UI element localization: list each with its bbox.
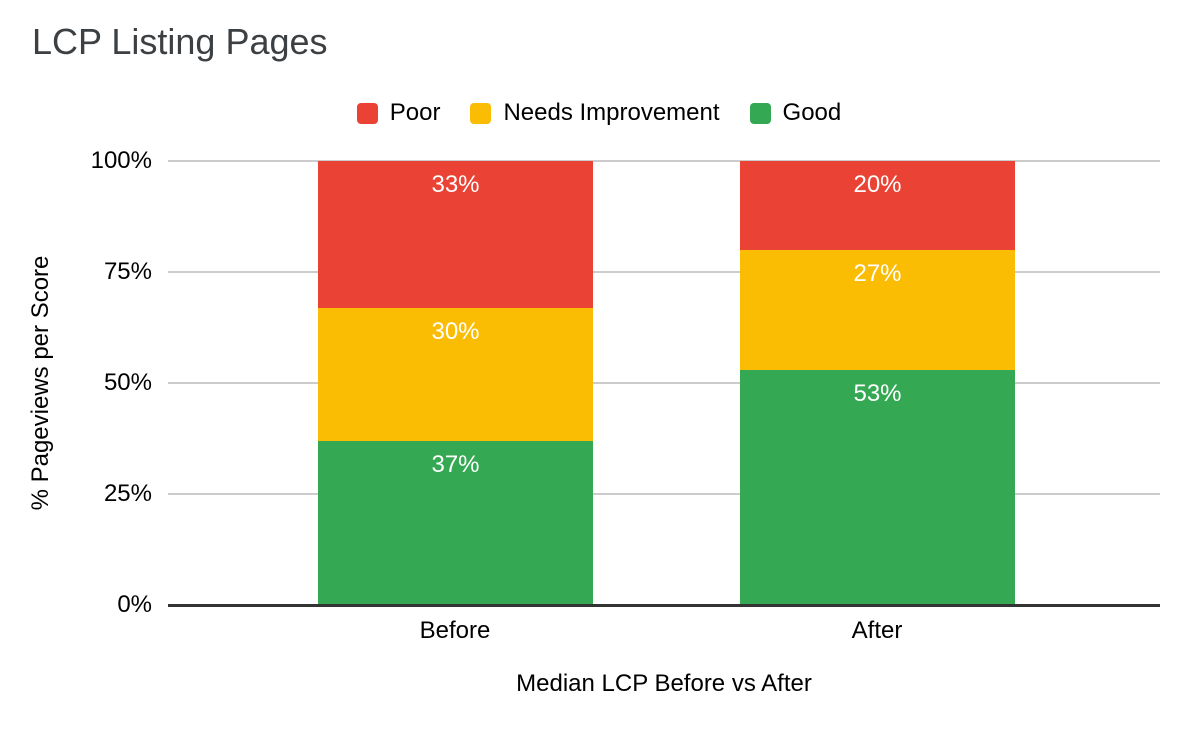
bar-segment-poor[interactable]: 20% (740, 161, 1015, 250)
y-axis-tick-label: 75% (103, 258, 152, 285)
x-axis-category-label: Before (419, 617, 491, 644)
legend: Poor Needs Improvement Good (0, 99, 1198, 127)
chart-title: LCP Listing Pages (32, 21, 328, 62)
bar-segment-good[interactable]: 53% (740, 369, 1015, 605)
y-axis-tick-label: 25% (103, 480, 152, 507)
data-label: 27% (853, 259, 902, 287)
legend-item-good[interactable]: Good (749, 99, 842, 127)
legend-label: Poor (389, 99, 441, 126)
legend-label: Good (782, 99, 842, 126)
legend-label: Needs Improvement (503, 99, 720, 126)
y-axis-tick-label: 100% (90, 147, 152, 174)
bar-segment-poor[interactable]: 33% (318, 161, 593, 308)
data-label: 37% (431, 450, 480, 478)
legend-swatch-icon (470, 102, 492, 124)
y-axis-tick-label: 50% (103, 369, 152, 396)
legend-item-needs-improvement[interactable]: Needs Improvement (470, 99, 720, 127)
y-axis-ticks: 100% 75% 50% 25% 0% (0, 147, 160, 618)
data-label: 30% (431, 317, 480, 345)
x-axis-category-label: After (851, 617, 903, 644)
data-label: 20% (853, 171, 902, 198)
x-axis-baseline (168, 604, 1160, 607)
gridline (168, 382, 1160, 384)
x-axis-title: Median LCP Before vs After (516, 670, 812, 697)
bar-segment-needs-improvement[interactable]: 30% (318, 307, 593, 441)
gridline (168, 493, 1160, 495)
gridline (168, 271, 1160, 273)
bar-before[interactable]: 33% 30% 37% (318, 161, 593, 605)
bar-segment-good[interactable]: 37% (318, 440, 593, 605)
plot-area: 33% 30% 37% 20% 27% 53% (168, 160, 1160, 607)
legend-swatch-icon (749, 102, 771, 124)
gridline (168, 160, 1160, 162)
y-axis-tick-label: 0% (117, 591, 152, 618)
legend-item-poor[interactable]: Poor (356, 99, 441, 127)
data-label: 33% (431, 171, 480, 198)
legend-swatch-icon (356, 102, 378, 124)
bar-segment-needs-improvement[interactable]: 27% (740, 249, 1015, 370)
bar-after[interactable]: 20% 27% 53% (740, 161, 1015, 605)
x-axis-category-labels: Before After (0, 617, 1198, 649)
data-label: 53% (853, 379, 902, 407)
